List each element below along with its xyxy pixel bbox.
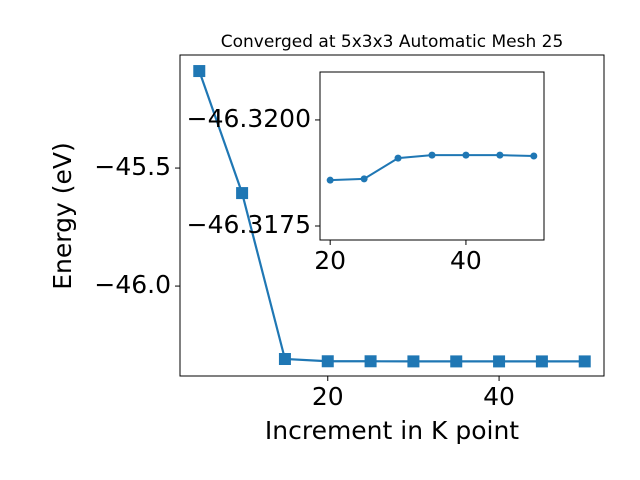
y-tick-label: −46.3175 <box>187 210 311 239</box>
marker <box>462 151 470 159</box>
marker <box>321 355 334 368</box>
marker <box>407 355 420 368</box>
marker <box>578 355 591 368</box>
marker <box>394 154 402 162</box>
chart-title: Converged at 5x3x3 Automatic Mesh 25 <box>221 32 564 52</box>
y-tick-label: −46.3200 <box>187 104 311 133</box>
x-tick-label: 40 <box>483 382 515 411</box>
marker <box>278 353 291 366</box>
marker <box>360 175 368 183</box>
y-axis-label: Energy (eV) <box>48 142 77 289</box>
x-tick-label: 20 <box>312 382 344 411</box>
marker <box>496 151 504 159</box>
marker <box>364 355 377 368</box>
marker <box>326 176 334 184</box>
marker <box>450 355 463 368</box>
y-tick-label: −45.5 <box>94 152 171 181</box>
marker <box>535 355 548 368</box>
marker <box>493 355 506 368</box>
x-tick-label: 20 <box>314 246 346 275</box>
marker <box>428 151 436 159</box>
marker <box>530 152 538 160</box>
x-axis-label: Increment in K point <box>265 416 519 445</box>
marker <box>193 65 206 78</box>
marker <box>236 187 249 200</box>
y-tick-label: −46.0 <box>94 270 171 299</box>
x-tick-label: 40 <box>450 246 482 275</box>
series-line <box>198 70 585 363</box>
